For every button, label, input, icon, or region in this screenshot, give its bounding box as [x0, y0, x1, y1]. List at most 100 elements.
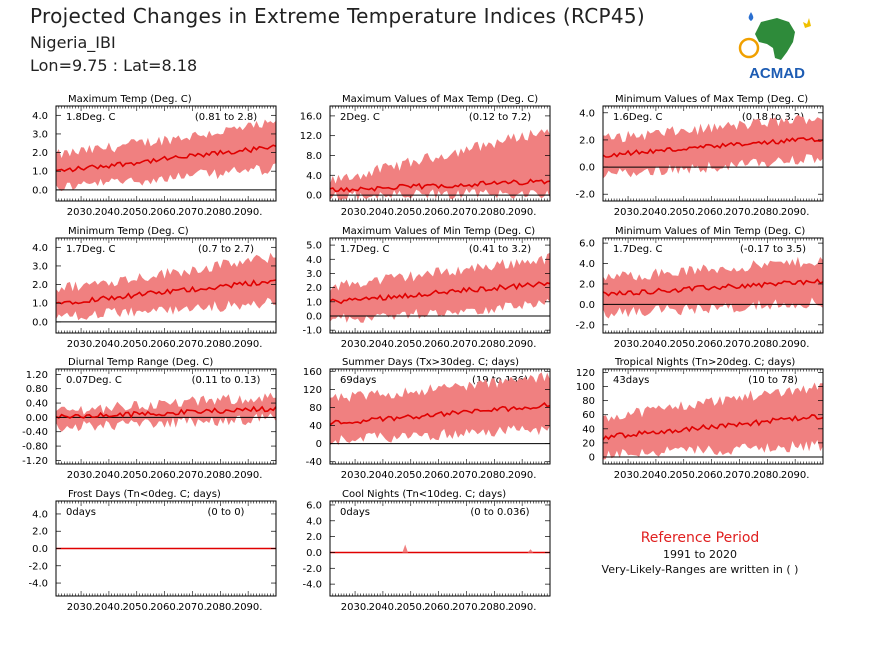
y-tick-label: 100: [576, 382, 595, 393]
x-tick-label: 2070.: [452, 602, 481, 613]
likely-range-label: (0.81 to 2.8): [195, 112, 257, 123]
mean-change-line: [329, 281, 551, 305]
x-tick-label: 2080.: [480, 602, 509, 613]
x-tick-label: 2060.: [150, 207, 179, 218]
x-tick-label: 2080.: [480, 207, 509, 218]
reference-period-box: Reference Period 1991 to 2020 Very-Likel…: [590, 530, 810, 576]
mean-change-label: 1.7Deg. C: [66, 244, 115, 255]
x-tick-label: 2080.: [480, 339, 509, 350]
x-tick-label: 2070.: [452, 470, 481, 481]
x-tick-label: 2030.: [614, 207, 643, 218]
y-tick-label: -1.20: [22, 456, 48, 467]
y-tick-label: -2.0: [575, 190, 595, 201]
chart-title: Minimum Values of Min Temp (Deg. C): [615, 226, 805, 237]
x-tick-label: 2080.: [206, 339, 235, 350]
y-tick-label: 4.0: [306, 171, 322, 182]
mean-change-line: [55, 279, 277, 305]
x-tick-label: 2090.: [234, 602, 263, 613]
plot-frame: [602, 237, 824, 334]
likely-range-band: [56, 252, 276, 321]
chart-title: Summer Days (Tx>30deg. C; days): [342, 357, 519, 368]
y-tick-label: -2.0: [302, 564, 322, 575]
likely-range-label: (0.41 to 3.2): [469, 244, 531, 255]
chart-title: Maximum Values of Min Temp (Deg. C): [342, 226, 535, 237]
x-tick-label: 2050.: [669, 207, 698, 218]
y-tick-label: 1.20: [26, 370, 48, 381]
y-tick-label: 0.80: [26, 384, 48, 395]
x-tick-label: 2060.: [424, 470, 453, 481]
x-tick-label: 2050.: [396, 602, 425, 613]
x-tick-label: 2040.: [95, 602, 124, 613]
chart-title: Cool Nights (Tn<10deg. C; days): [342, 489, 506, 500]
mean-change-label: 1.7Deg. C: [613, 244, 662, 255]
x-tick-label: 2030.: [67, 470, 96, 481]
y-tick-label: 40: [582, 424, 595, 435]
mean-change-line: [329, 401, 551, 426]
likely-range-label: (0 to 0.036): [470, 507, 529, 518]
x-tick-label: 2090.: [508, 602, 537, 613]
y-tick-label: 16.0: [300, 111, 322, 122]
y-tick-label: 0: [316, 439, 322, 450]
y-tick-label: 1.0: [32, 299, 48, 310]
y-tick-label: -2.0: [28, 561, 48, 572]
x-tick-label: 2030.: [341, 602, 370, 613]
x-tick-label: 2080.: [206, 602, 235, 613]
y-tick-label: 120: [576, 368, 595, 379]
mean-change-line: [602, 136, 824, 158]
y-tick-label: 8.0: [306, 151, 322, 162]
y-tick-label: 2.0: [579, 135, 595, 146]
likely-range-band: [330, 252, 550, 323]
y-tick-label: 80: [309, 403, 322, 414]
x-tick-label: 2090.: [234, 207, 263, 218]
x-tick-label: 2050.: [122, 470, 151, 481]
y-tick-label: 6.0: [579, 239, 595, 250]
x-tick-label: 2070.: [178, 470, 207, 481]
likely-range-band: [56, 119, 276, 192]
x-tick-label: 2090.: [508, 207, 537, 218]
likely-range-label: (-0.17 to 3.5): [740, 244, 806, 255]
page-title: Projected Changes in Extreme Temperature…: [30, 4, 646, 28]
x-tick-label: 2040.: [642, 470, 671, 481]
y-tick-label: -4.0: [302, 580, 322, 591]
y-tick-label: 12.0: [300, 131, 322, 142]
chart-panel-8: Summer Days (Tx>30deg. C; days)69days(19…: [303, 357, 551, 481]
y-tick-label: 3.0: [306, 269, 322, 280]
x-tick-label: 2090.: [234, 339, 263, 350]
y-tick-label: 0.0: [32, 317, 48, 328]
y-tick-label: 4.0: [306, 255, 322, 266]
mean-change-label: 0days: [340, 507, 370, 518]
y-tick-label: 80: [582, 396, 595, 407]
x-tick-label: 2090.: [781, 470, 810, 481]
plot-frame: [55, 237, 277, 334]
y-tick-label: 20: [582, 438, 595, 449]
x-tick-label: 2070.: [178, 339, 207, 350]
mean-change-label: 43days: [613, 375, 649, 386]
plot-frame: [602, 105, 824, 202]
y-tick-label: 160: [303, 367, 322, 378]
plot-frame: [329, 500, 551, 597]
africa-map-logo: [738, 12, 811, 60]
y-tick-label: 0.0: [579, 163, 595, 174]
chart-panel-2: Maximum Values of Max Temp (Deg. C) 2Deg.…: [300, 94, 551, 218]
reference-period-note: Very-Likely-Ranges are written in ( ): [601, 563, 799, 576]
x-tick-label: 2060.: [697, 470, 726, 481]
spike-mark: [527, 549, 534, 553]
x-tick-label: 2090.: [508, 339, 537, 350]
x-tick-label: 2030.: [67, 207, 96, 218]
x-tick-label: 2040.: [642, 339, 671, 350]
y-tick-label: 4.0: [32, 243, 48, 254]
plot-frame: [329, 237, 551, 334]
y-tick-label: 0.0: [306, 191, 322, 202]
y-tick-label: 0.0: [306, 548, 322, 559]
y-tick-label: 2.0: [306, 532, 322, 543]
x-tick-label: 2030.: [614, 470, 643, 481]
likely-range-band: [56, 392, 276, 432]
y-tick-label: 60: [582, 410, 595, 421]
chart-panel-5: Maximum Values of Min Temp (Deg. C) 1.7De…: [302, 226, 551, 350]
logo-text: ACMAD: [749, 65, 805, 82]
x-tick-label: 2050.: [122, 207, 151, 218]
x-tick-label: 2080.: [480, 470, 509, 481]
mean-change-line: [329, 178, 551, 193]
mean-change-line: [55, 405, 277, 420]
x-tick-label: 2030.: [341, 207, 370, 218]
